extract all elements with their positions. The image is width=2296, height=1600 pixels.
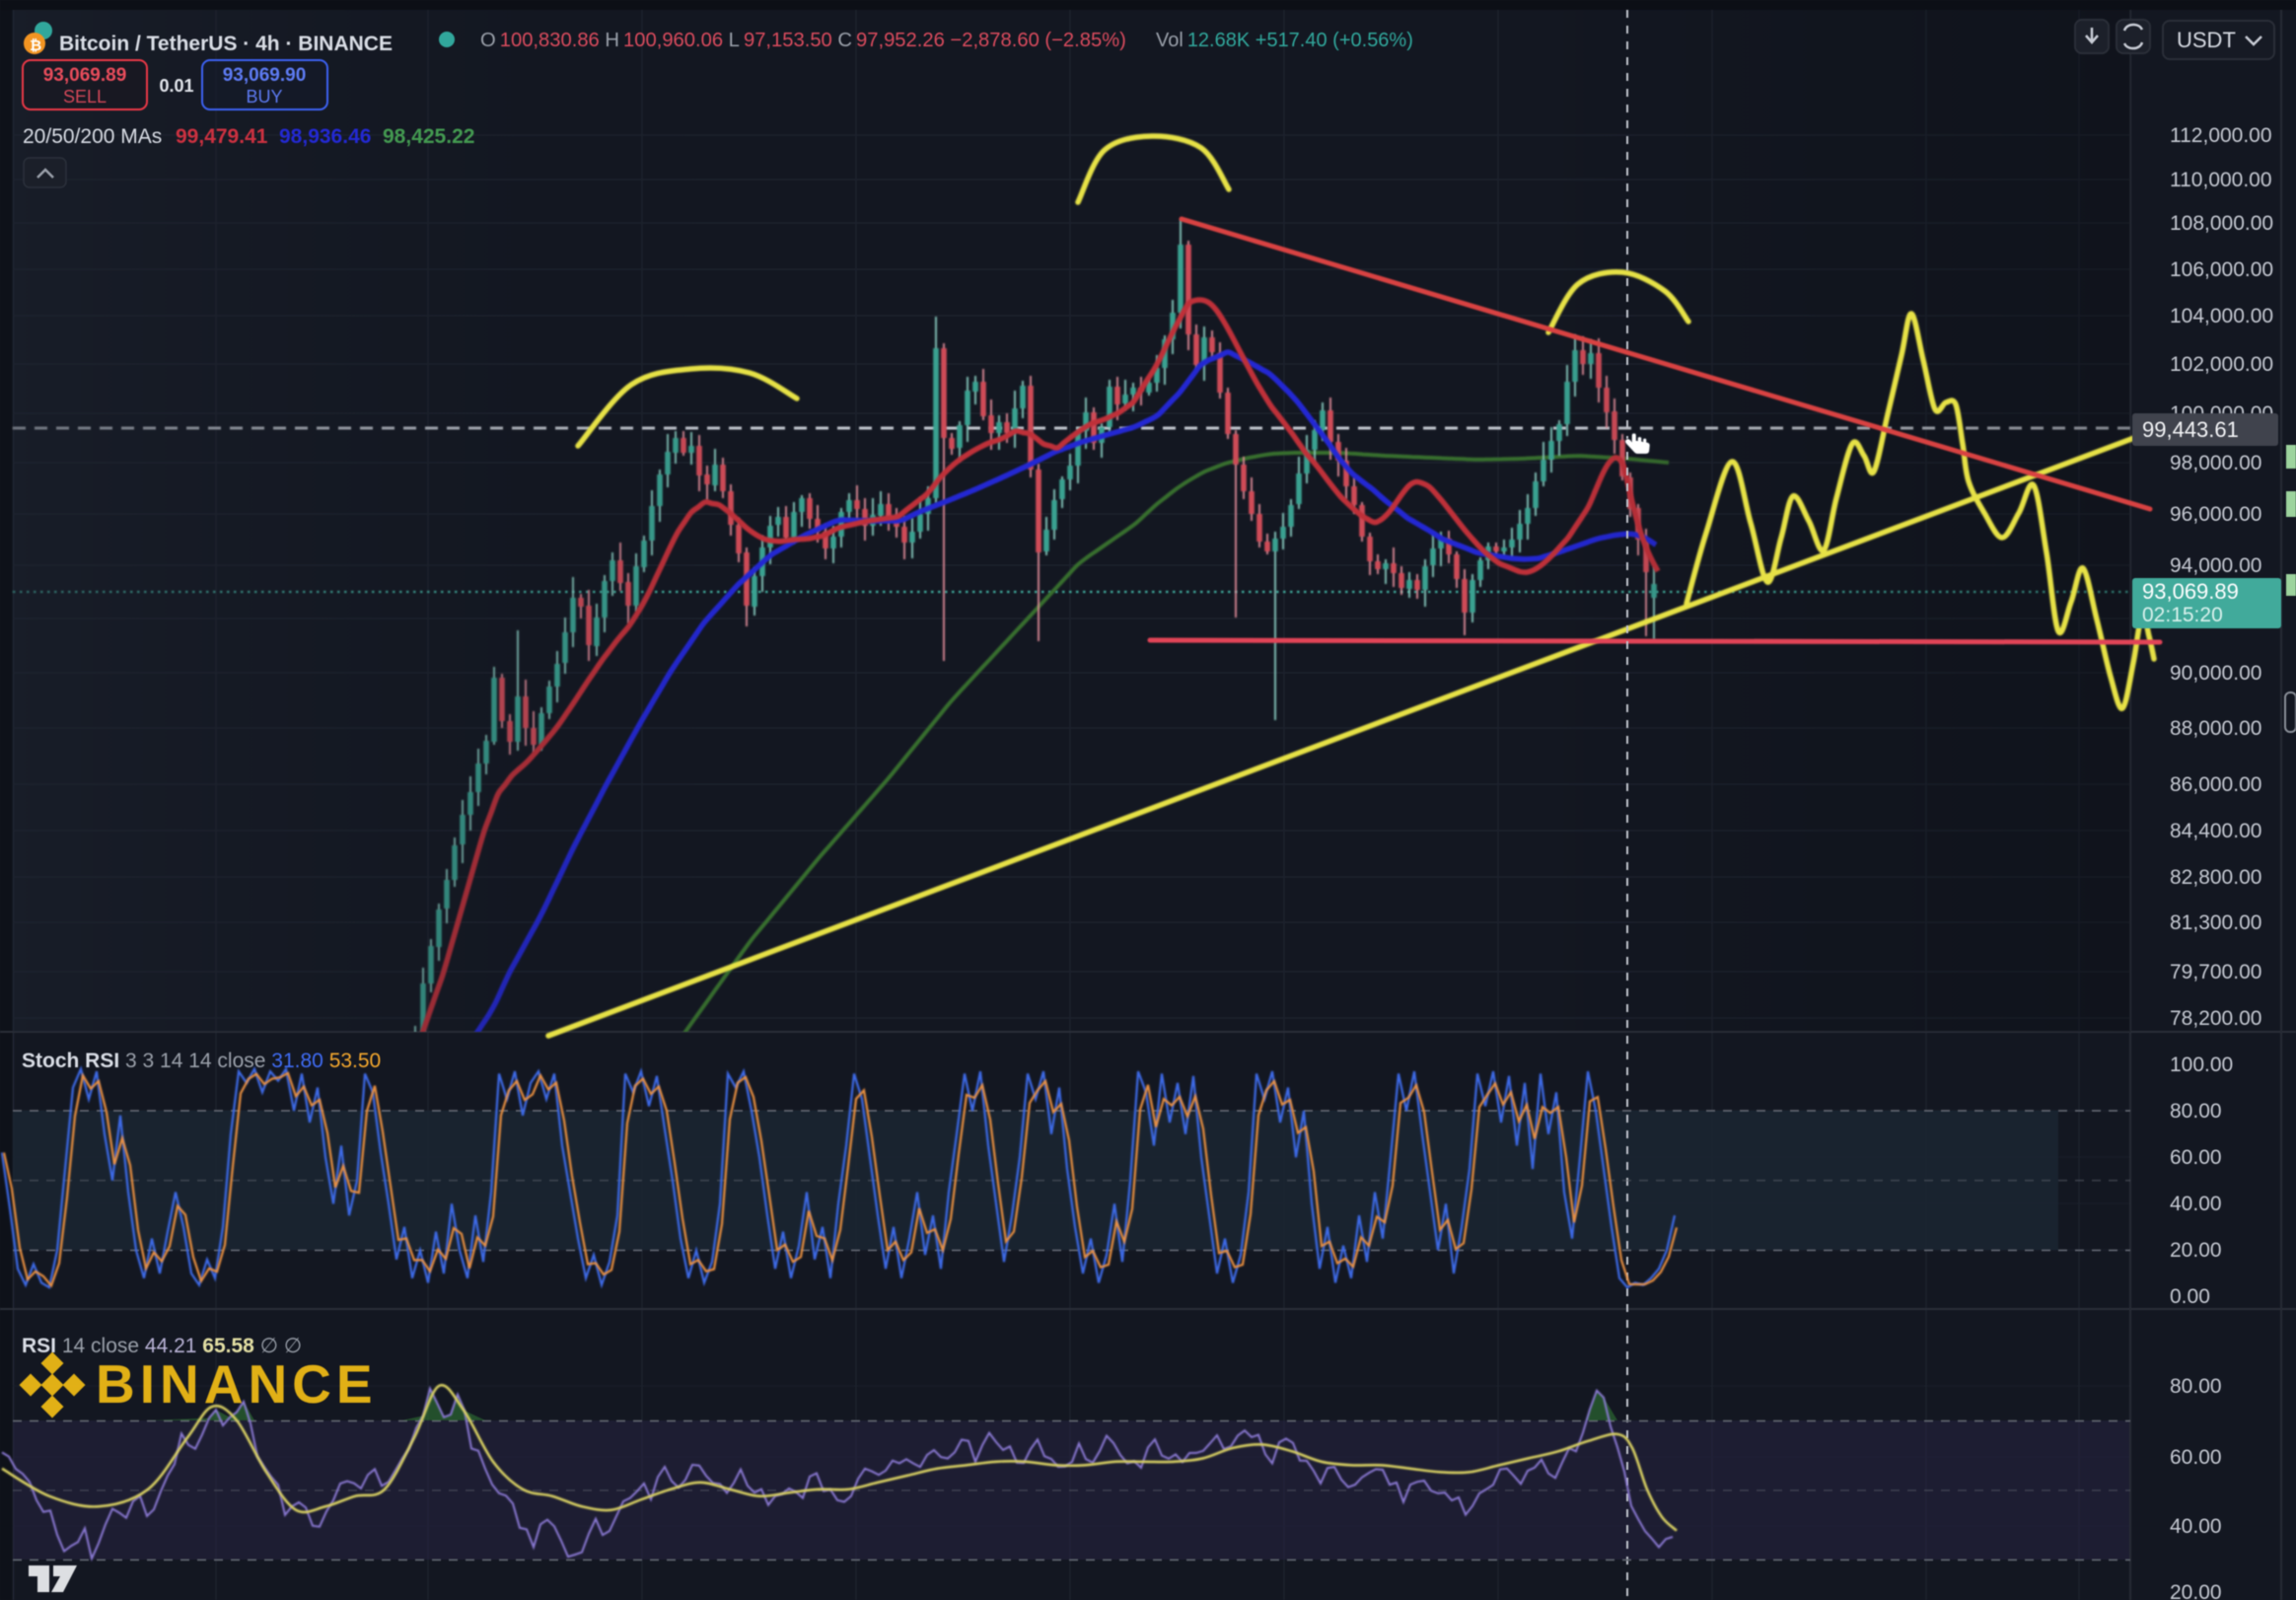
svg-text:20.00: 20.00 [2170,1239,2222,1262]
svg-text:0.01: 0.01 [159,76,193,96]
svg-text:100.00: 100.00 [2170,1054,2233,1076]
svg-text:₿: ₿ [30,37,41,54]
svg-text:94,000.00: 94,000.00 [2170,554,2261,577]
svg-text:102,000.00: 102,000.00 [2170,353,2273,376]
svg-text:84,400.00: 84,400.00 [2170,820,2261,842]
svg-text:40.00: 40.00 [2170,1515,2222,1538]
svg-text:99,443.61: 99,443.61 [2142,417,2239,442]
svg-text:98,936.46: 98,936.46 [279,125,371,148]
svg-text:98,000.00: 98,000.00 [2170,452,2261,474]
svg-text:79,700.00: 79,700.00 [2170,961,2261,983]
svg-text:99,479.41: 99,479.41 [176,125,268,148]
svg-text:110,000.00: 110,000.00 [2170,169,2272,191]
svg-text:82,800.00: 82,800.00 [2170,866,2261,889]
svg-text:104,000.00: 104,000.00 [2170,305,2273,327]
svg-text:20/50/200 MAs: 20/50/200 MAs [23,125,162,148]
svg-text:USDT: USDT [2177,28,2236,52]
svg-text:112,000.00: 112,000.00 [2170,124,2272,147]
svg-text:98,425.22: 98,425.22 [383,125,474,148]
svg-text:O 100,830.86 H 100,960.06 L 97: O 100,830.86 H 100,960.06 L 97,153.50 C … [480,30,1126,51]
svg-text:88,000.00: 88,000.00 [2170,717,2261,740]
svg-text:93,069.90: 93,069.90 [223,65,307,86]
svg-text:60.00: 60.00 [2170,1146,2222,1169]
svg-text:81,300.00: 81,300.00 [2170,911,2261,934]
svg-text:Stoch RSI 3 3 14 14 close 31.8: Stoch RSI 3 3 14 14 close 31.80 53.50 [22,1050,381,1072]
svg-text:86,000.00: 86,000.00 [2170,773,2261,796]
svg-text:80.00: 80.00 [2170,1375,2222,1398]
svg-text:20.00: 20.00 [2170,1581,2222,1600]
svg-text:0.00: 0.00 [2170,1285,2210,1308]
svg-text:93,069.89: 93,069.89 [43,65,127,86]
svg-text:Bitcoin / TetherUS · 4h · BINA: Bitcoin / TetherUS · 4h · BINANCE [59,33,393,55]
svg-text:RSI 14 close 44.21 65.58 ∅ ∅: RSI 14 close 44.21 65.58 ∅ ∅ [22,1335,302,1357]
svg-text:106,000.00: 106,000.00 [2170,258,2273,281]
svg-text:93,069.89: 93,069.89 [2142,579,2239,604]
svg-text:SELL: SELL [63,87,107,107]
svg-text:96,000.00: 96,000.00 [2170,503,2261,526]
svg-text:80.00: 80.00 [2170,1100,2222,1123]
svg-text:78,200.00: 78,200.00 [2170,1007,2261,1030]
svg-text:90,000.00: 90,000.00 [2170,662,2261,685]
svg-text:108,000.00: 108,000.00 [2170,212,2273,235]
svg-text:BUY: BUY [246,87,282,107]
svg-text:BINANCE: BINANCE [96,1353,378,1415]
svg-text:Vol 12.68K +517.40 (+0.56%): Vol 12.68K +517.40 (+0.56%) [1156,30,1413,51]
svg-text:02:15:20: 02:15:20 [2142,604,2223,626]
svg-text:40.00: 40.00 [2170,1193,2222,1215]
svg-text:60.00: 60.00 [2170,1446,2222,1469]
